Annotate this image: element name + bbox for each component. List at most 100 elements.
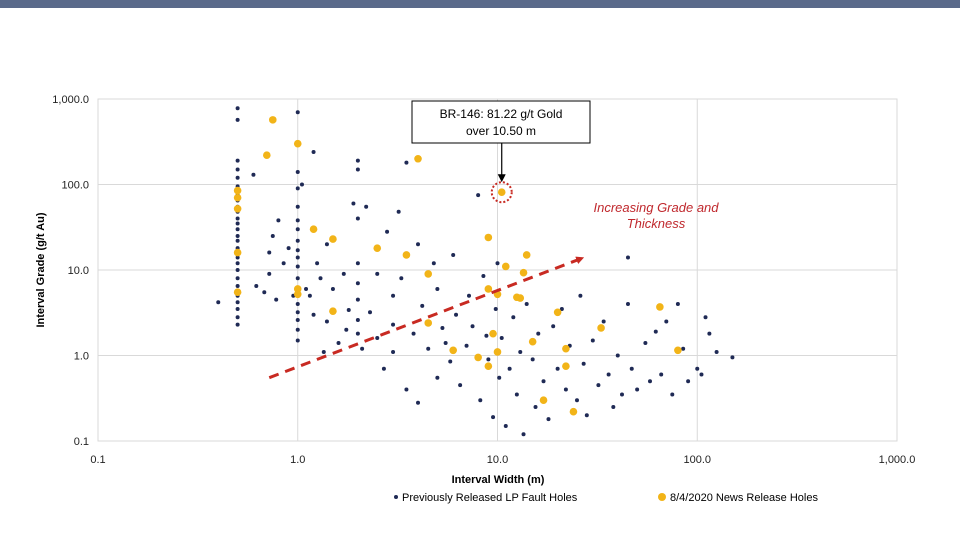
data-point-previous xyxy=(368,310,373,315)
data-point-previous xyxy=(311,312,316,317)
data-point-previous xyxy=(267,250,272,255)
data-point-news-release xyxy=(474,353,482,362)
data-point-previous xyxy=(435,375,440,380)
data-point-news-release xyxy=(329,307,337,315)
data-point-news-release xyxy=(233,288,242,296)
data-point-previous xyxy=(375,336,380,341)
data-point-previous xyxy=(355,281,360,286)
data-point-previous xyxy=(664,319,669,324)
data-point-news-release xyxy=(674,346,682,355)
data-point-previous xyxy=(541,379,546,384)
gridlines xyxy=(97,98,898,442)
data-point-news-release xyxy=(424,319,433,327)
legend-label-series2: 8/4/2020 News Release Holes xyxy=(670,492,818,504)
data-point-previous xyxy=(578,293,583,298)
data-point-previous xyxy=(295,186,300,191)
data-point-previous xyxy=(276,218,281,223)
data-point-news-release xyxy=(233,186,242,195)
annotation-box xyxy=(411,100,591,144)
data-point-previous xyxy=(431,261,436,266)
trend-arrow xyxy=(268,256,585,380)
data-point-news-release xyxy=(501,262,510,271)
data-point-previous xyxy=(351,201,356,206)
data-point-previous xyxy=(396,209,401,214)
data-point-news-release xyxy=(309,225,318,234)
data-point-news-release xyxy=(402,251,411,259)
data-point-previous xyxy=(481,274,486,279)
data-point-previous xyxy=(235,158,240,163)
data-point-news-release xyxy=(263,151,271,160)
data-point-previous xyxy=(518,349,523,354)
data-point-previous xyxy=(615,353,620,358)
data-point-news-release xyxy=(484,362,493,370)
data-point-previous xyxy=(524,302,529,307)
data-point-news-release xyxy=(424,270,433,278)
y-tick-label: 0.1 xyxy=(74,436,89,448)
data-point-previous xyxy=(295,170,300,175)
data-point-previous xyxy=(235,261,240,266)
data-point-previous xyxy=(364,204,369,209)
data-point-news-release xyxy=(497,188,506,197)
legend-marker-series1 xyxy=(394,495,398,499)
data-point-previous xyxy=(235,221,240,226)
data-point-previous xyxy=(476,193,481,198)
data-point-previous xyxy=(355,216,360,221)
data-point-previous xyxy=(235,283,240,288)
data-point-previous xyxy=(521,432,526,437)
data-point-previous xyxy=(324,242,329,247)
data-point-news-release xyxy=(373,244,382,252)
data-point-previous xyxy=(315,261,320,266)
data-point-news-release xyxy=(569,407,578,416)
data-point-news-release xyxy=(489,329,497,338)
data-point-news-release xyxy=(449,346,457,355)
data-point-previous xyxy=(514,392,519,397)
data-point-previous xyxy=(235,167,240,172)
x-tick-label: 100.0 xyxy=(683,454,711,466)
data-point-previous xyxy=(262,290,267,295)
data-point-previous xyxy=(530,357,535,362)
data-point-previous xyxy=(420,303,425,308)
y-tick-label: 1.0 xyxy=(74,351,89,363)
data-point-previous xyxy=(486,357,491,362)
data-point-previous xyxy=(330,286,335,291)
data-point-previous xyxy=(235,315,240,320)
y-axis-ticks: 0.1 1.0 10.0 100.0 1,000.0 xyxy=(52,94,89,448)
y-tick-label: 1,000.0 xyxy=(52,94,89,106)
data-point-previous xyxy=(643,341,648,346)
data-point-previous xyxy=(299,182,304,187)
data-point-previous xyxy=(286,246,291,251)
data-point-previous xyxy=(295,204,300,209)
data-point-previous xyxy=(703,315,708,320)
data-point-news-release xyxy=(519,268,528,277)
data-point-previous xyxy=(675,302,680,307)
data-point-previous xyxy=(574,398,579,403)
data-point-previous xyxy=(584,413,589,418)
data-point-previous xyxy=(629,366,634,371)
data-point-previous xyxy=(355,167,360,172)
data-point-news-release xyxy=(233,248,242,257)
data-point-previous xyxy=(355,158,360,163)
x-tick-label: 0.1 xyxy=(90,454,105,466)
trend-label-line2: Thickness xyxy=(627,216,686,231)
data-point-news-release xyxy=(484,233,493,242)
data-point-previous xyxy=(625,255,630,260)
data-point-previous xyxy=(235,238,240,243)
plot-area xyxy=(97,98,898,442)
data-point-previous xyxy=(355,261,360,266)
data-point-previous xyxy=(470,324,475,329)
data-point-previous xyxy=(341,271,346,276)
data-point-previous xyxy=(321,349,326,354)
data-point-previous xyxy=(484,333,489,338)
data-point-previous xyxy=(454,312,459,317)
data-point-previous xyxy=(399,276,404,281)
data-point-previous xyxy=(235,117,240,122)
data-point-previous xyxy=(536,331,541,336)
data-point-previous xyxy=(274,297,279,302)
data-point-previous xyxy=(267,271,272,276)
data-point-previous xyxy=(318,276,323,281)
data-point-previous xyxy=(404,160,409,165)
data-point-previous xyxy=(590,338,595,343)
series-previously-released xyxy=(216,106,735,437)
data-point-news-release xyxy=(562,344,570,353)
data-point-previous xyxy=(546,417,551,422)
